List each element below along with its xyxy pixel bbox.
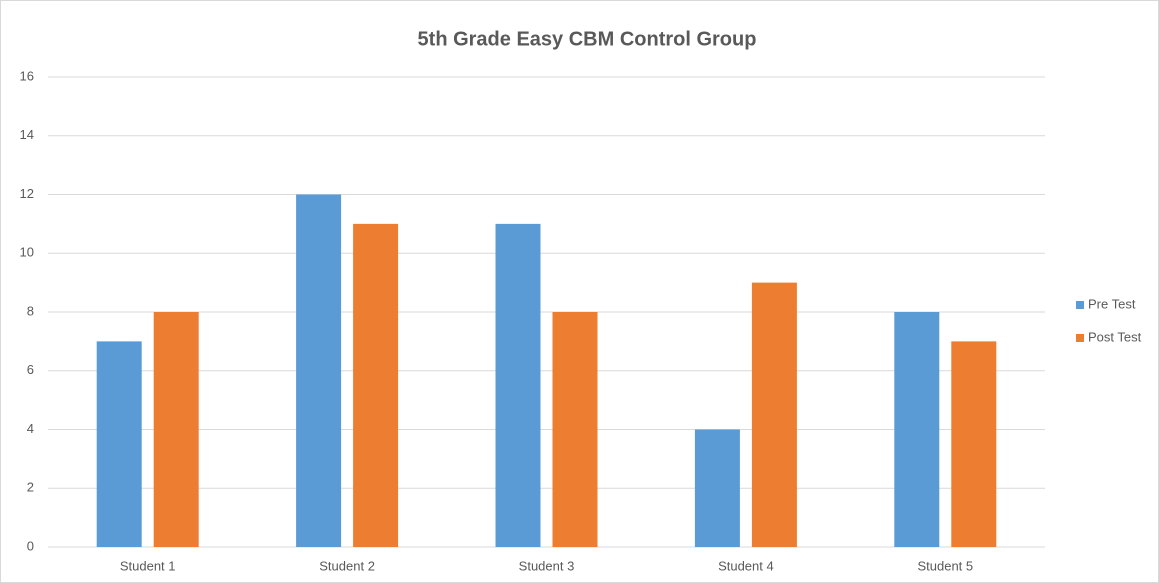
bar (894, 312, 940, 547)
x-tick-label: Student 2 (319, 558, 375, 573)
x-tick-label: Student 4 (718, 558, 774, 573)
y-tick-label: 4 (27, 421, 34, 436)
y-tick-label: 12 (20, 186, 34, 201)
bar (353, 223, 399, 547)
y-tick-label: 0 (27, 538, 34, 553)
bar (751, 282, 797, 547)
y-tick-label: 2 (27, 480, 34, 495)
bar (153, 312, 199, 547)
x-tick-label: Student 3 (519, 558, 575, 573)
bar (951, 341, 997, 547)
bar (96, 341, 142, 547)
bar (495, 223, 541, 547)
legend-swatch (1076, 301, 1084, 309)
x-tick-label: Student 5 (917, 558, 973, 573)
y-tick-label: 8 (27, 303, 34, 318)
y-tick-label: 6 (27, 362, 34, 377)
legend-swatch (1076, 334, 1084, 342)
legend-label: Pre Test (1088, 296, 1136, 311)
bar (552, 312, 598, 547)
x-tick-label: Student 1 (120, 558, 176, 573)
y-tick-label: 10 (20, 245, 34, 260)
bar (694, 429, 740, 547)
bar (296, 194, 342, 547)
chart-title: 5th Grade Easy CBM Control Group (418, 28, 757, 50)
legend-label: Post Test (1088, 329, 1142, 344)
y-tick-label: 16 (20, 68, 34, 83)
y-tick-label: 14 (20, 127, 34, 142)
